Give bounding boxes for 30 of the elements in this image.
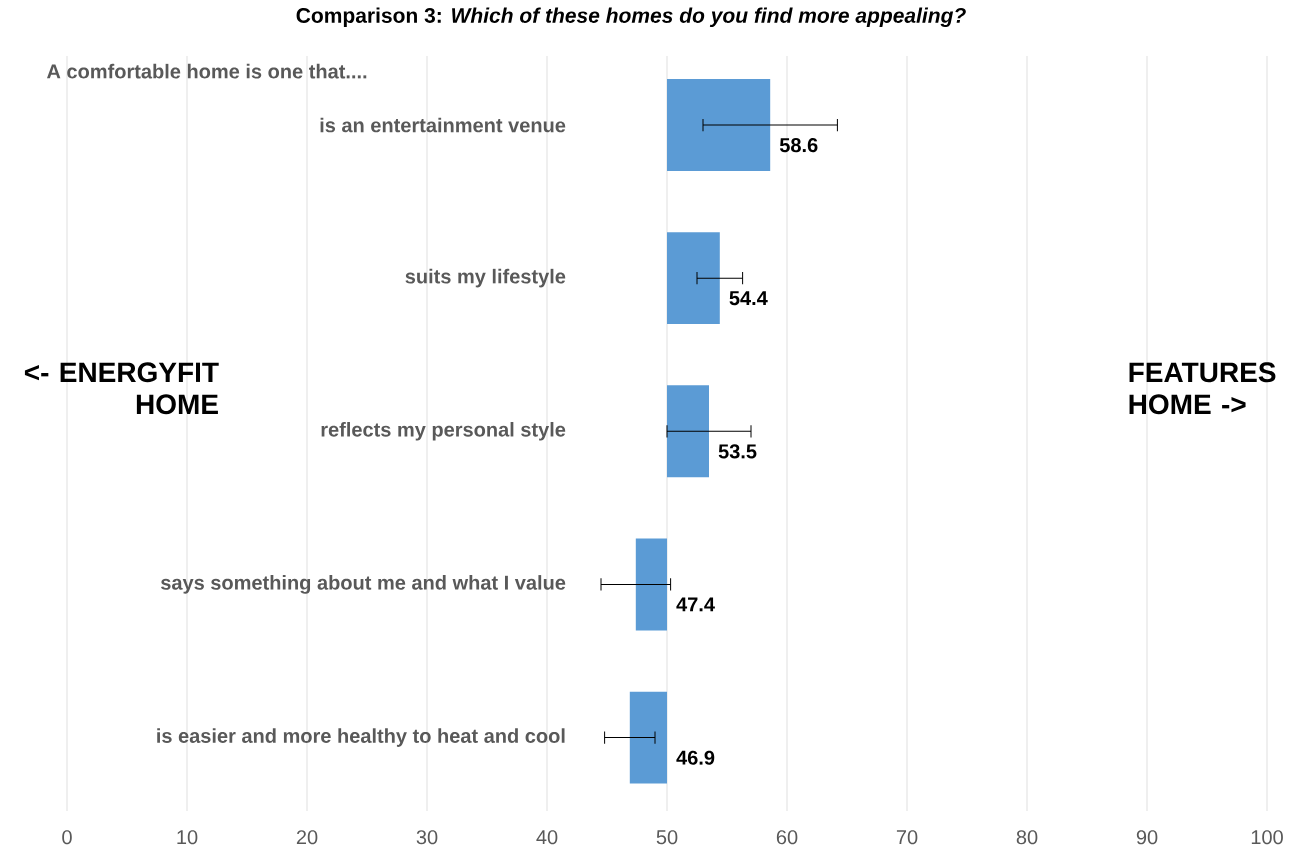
x-tick-label: 10 [177,830,198,845]
x-tick-label: 80 [1016,830,1038,845]
bar [635,538,668,631]
bar [629,691,668,784]
y-tick-label: suits my lifestyle [405,268,566,288]
y-tick-label: is easier and more healthy to heat and cool [157,728,565,747]
annotation: A comfortable home is one that.... [46,63,367,79]
data-label: 54.4 [729,291,768,306]
chart-title: Comparison 3: Which of these homes do you find more appealing? [296,7,966,28]
x-tick-label: 0 [62,830,72,845]
y-tick-label: is an entertainment venue [320,117,566,133]
bar [667,79,771,171]
data-label: 47.4 [676,597,715,612]
bar [667,385,710,478]
annotation: <- ENERGYFIT HOME [24,362,219,415]
data-label: 46.9 [676,750,715,765]
x-tick-label: 40 [536,830,558,845]
data-label: 58.6 [779,138,818,153]
x-tick-label: 60 [776,830,798,845]
x-tick-label: 20 [296,830,318,845]
x-tick-label: 100 [1251,830,1283,845]
x-tick-label: 30 [416,830,438,845]
x-tick-label: 90 [1136,830,1158,845]
y-tick-label: reflects my personal style [321,421,566,441]
y-tick-label: says something about me and what I value [160,575,566,594]
data-label: 53.5 [718,444,757,459]
bar [667,232,720,325]
x-tick-label: 50 [656,830,678,845]
x-tick-label: 70 [896,830,918,845]
annotation: FEATURES HOME -> [1129,362,1276,415]
